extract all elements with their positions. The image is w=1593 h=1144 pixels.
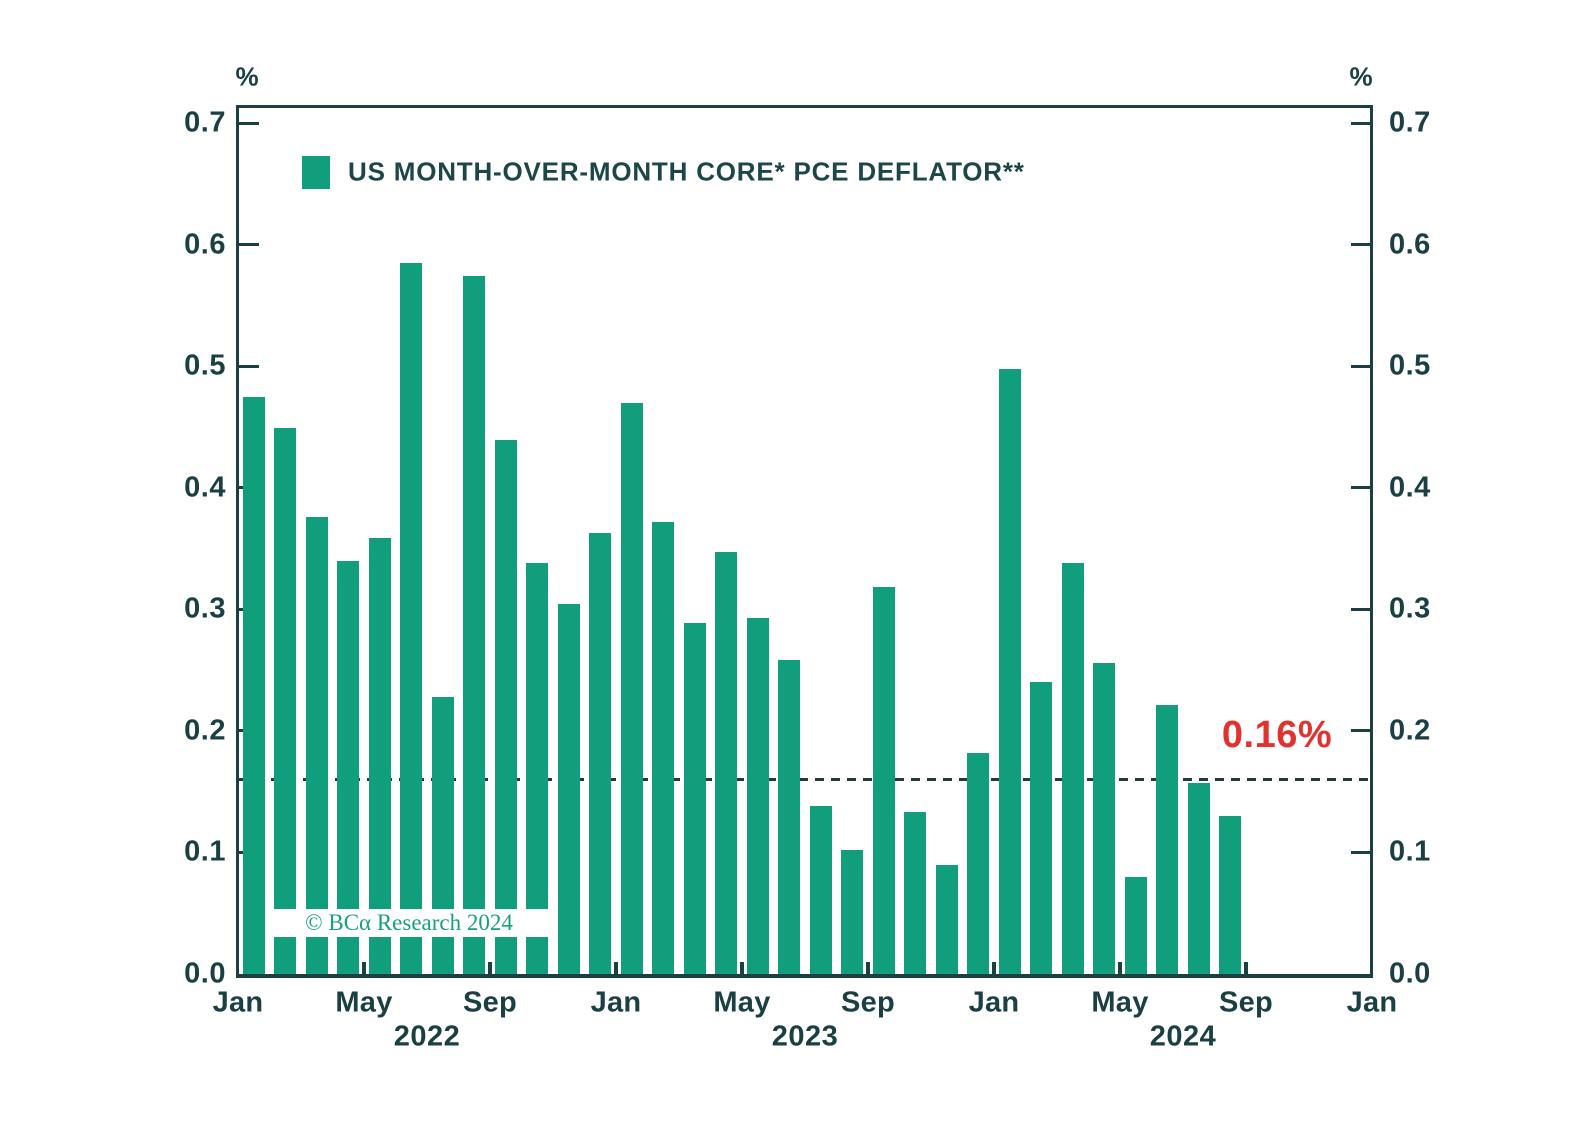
y-axis-tick-right (1351, 243, 1371, 247)
x-axis-month-label: Jan (212, 986, 264, 1019)
bar (809, 806, 832, 974)
bar (463, 276, 486, 974)
bar (274, 428, 297, 974)
y-axis-label-right: 0.5 (1389, 349, 1431, 382)
y-axis-tick-right (1351, 486, 1371, 490)
left-y-axis-line (236, 105, 239, 978)
x-axis-tick (740, 962, 744, 974)
x-axis-tick (1118, 962, 1122, 974)
y-axis-tick-right (1351, 121, 1371, 125)
bar (557, 604, 580, 974)
y-axis-label-left: 0.0 (184, 957, 226, 990)
bar (1187, 783, 1210, 974)
y-axis-tick-right (1351, 364, 1371, 368)
legend-color-swatch (302, 156, 330, 189)
x-axis-month-label: Jan (590, 986, 642, 1019)
bar (1093, 662, 1116, 974)
x-axis-tick (614, 962, 618, 974)
bar (589, 532, 612, 974)
y-axis-label-left: 0.7 (184, 106, 226, 139)
bar (967, 752, 990, 974)
bar (904, 812, 927, 974)
bar (620, 402, 643, 974)
y-axis-label-left: 0.1 (184, 835, 226, 868)
legend-series-label: US MONTH-OVER-MONTH CORE* PCE DEFLATOR** (348, 156, 1025, 187)
x-axis-month-label: Sep (462, 986, 518, 1019)
x-axis-year-label: 2023 (771, 1020, 839, 1053)
x-axis-year-label: 2024 (1149, 1020, 1217, 1053)
bar (368, 537, 391, 974)
x-axis-tick (362, 962, 366, 974)
bar (242, 396, 265, 974)
y-axis-label-left: 0.5 (184, 349, 226, 382)
y-axis-tick-right (1351, 607, 1371, 611)
y-axis-label-right: 0.7 (1389, 106, 1431, 139)
y-axis-label-right: 0.0 (1389, 957, 1431, 990)
bar (715, 552, 738, 974)
bar (746, 617, 769, 974)
x-axis-tick (866, 962, 870, 974)
x-axis-tick (1244, 962, 1248, 974)
y-axis-tick-right (1351, 729, 1371, 733)
bar (431, 696, 454, 974)
bar (1219, 816, 1242, 974)
bar (652, 521, 675, 974)
y-axis-tick-left (239, 364, 259, 368)
y-axis-label-left: 0.6 (184, 228, 226, 261)
y-axis-label-left: 0.2 (184, 714, 226, 747)
x-axis-tick (488, 962, 492, 974)
bar (1124, 876, 1147, 974)
bar (683, 622, 706, 974)
y-axis-label-right: 0.3 (1389, 592, 1431, 625)
y-axis-label-right: 0.4 (1389, 471, 1431, 504)
x-axis-month-label: May (1091, 986, 1149, 1019)
bar (778, 660, 801, 974)
bar (1030, 682, 1053, 974)
y-axis-tick-left (239, 121, 259, 125)
x-axis-month-label: Jan (968, 986, 1020, 1019)
x-axis-tick (992, 962, 996, 974)
y-axis-unit-left: % (235, 61, 259, 92)
bar (526, 563, 549, 974)
bar (1061, 563, 1084, 974)
bar (935, 864, 958, 974)
y-axis-tick-left (239, 243, 259, 247)
bar (337, 560, 360, 974)
bar (872, 587, 895, 974)
x-axis-month-label: Sep (1218, 986, 1274, 1019)
x-axis-baseline (236, 974, 1373, 978)
x-axis-month-label: Jan (1346, 986, 1398, 1019)
copyright-watermark: © BCα Research 2024 (268, 909, 550, 937)
y-axis-label-right: 0.6 (1389, 228, 1431, 261)
reference-dashed-line (239, 778, 1370, 781)
x-axis-month-label: Sep (840, 986, 896, 1019)
x-axis-year-label: 2022 (393, 1020, 461, 1053)
top-frame-line (236, 105, 1373, 108)
bar (1156, 705, 1179, 974)
bar (305, 516, 328, 974)
y-axis-label-left: 0.3 (184, 592, 226, 625)
y-axis-tick-right (1351, 850, 1371, 854)
right-y-axis-line (1370, 105, 1373, 978)
bar (494, 440, 517, 974)
bar (841, 850, 864, 974)
y-axis-label-right: 0.1 (1389, 835, 1431, 868)
bar (998, 368, 1021, 974)
x-axis-month-label: May (713, 986, 771, 1019)
reference-value-label: 0.16% (1221, 714, 1333, 756)
x-axis-month-label: May (335, 986, 393, 1019)
y-axis-unit-right: % (1349, 61, 1373, 92)
y-axis-label-left: 0.4 (184, 471, 226, 504)
y-axis-label-right: 0.2 (1389, 714, 1431, 747)
bar (400, 262, 423, 974)
